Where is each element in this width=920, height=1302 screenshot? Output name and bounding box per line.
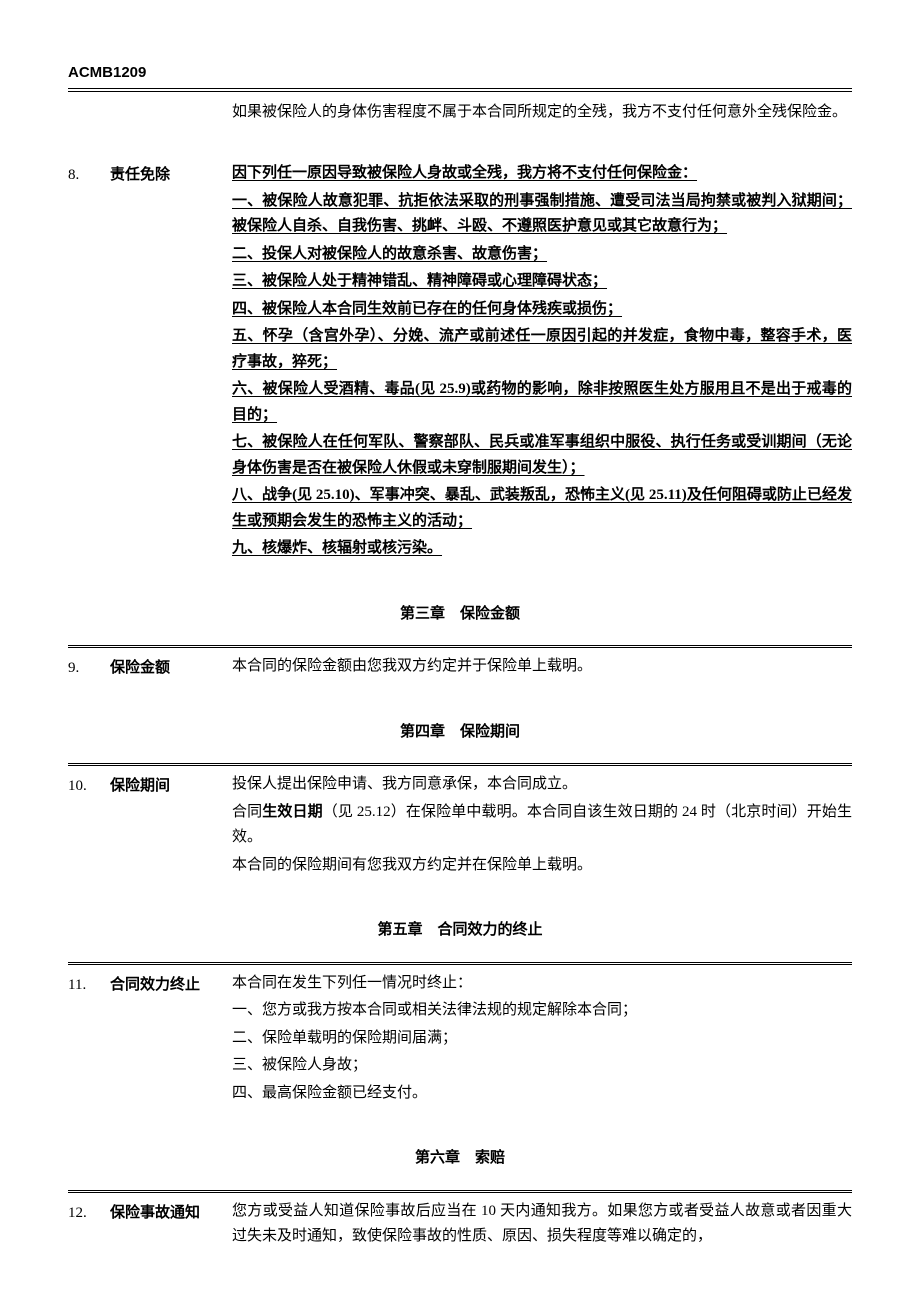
- clause-11-item-3: 三、被保险人身故；: [232, 1053, 852, 1079]
- clause-11: 11. 合同效力终止 本合同在发生下列任一情况时终止： 一、您方或我方按本合同或…: [68, 971, 852, 1109]
- clause-8-item-4: 四、被保险人本合同生效前已存在的任何身体残疾或损伤；: [232, 301, 622, 317]
- chapter-5-title: 第五章 合同效力的终止: [68, 918, 852, 944]
- clause-8-item-7: 七、被保险人在任何军队、警察部队、民兵或准军事组织中服役、执行任务或受训期间（无…: [232, 434, 852, 476]
- intro-continuation-row: 如果被保险人的身体伤害程度不属于本合同所规定的全残，我方不支付任何意外全残保险金…: [68, 100, 852, 126]
- doc-code-header: ACMB1209: [68, 60, 852, 89]
- clause-10-body: 投保人提出保险申请、我方同意承保，本合同成立。 合同生效日期（见 25.12）在…: [232, 772, 852, 880]
- chapter-4-rule: [68, 763, 852, 766]
- clause-12: 12. 保险事故通知 您方或受益人知道保险事故后应当在 10 天内通知我方。如果…: [68, 1199, 852, 1250]
- clause-8: 8. 责任免除 因下列任一原因导致被保险人身故或全残，我方将不支付任何保险金： …: [68, 161, 852, 564]
- clause-10-p3: 本合同的保险期间有您我双方约定并在保险单上载明。: [232, 853, 852, 879]
- clause-11-item-2: 二、保险单载明的保险期间届满；: [232, 1026, 852, 1052]
- intro-continuation-body: 如果被保险人的身体伤害程度不属于本合同所规定的全残，我方不支付任何意外全残保险金…: [232, 100, 852, 126]
- clause-9-body: 本合同的保险金额由您我双方约定并于保险单上载明。: [232, 654, 852, 680]
- clause-8-item-3: 三、被保险人处于精神错乱、精神障碍或心理障碍状态；: [232, 273, 607, 289]
- clause-8-num: 8.: [68, 161, 110, 189]
- clause-8-label: 责任免除: [110, 161, 232, 189]
- clause-12-body: 您方或受益人知道保险事故后应当在 10 天内通知我方。如果您方或者受益人故意或者…: [232, 1199, 852, 1250]
- clause-8-item-6: 六、被保险人受酒精、毒品(见 25.9)或药物的影响，除非按照医生处方服用且不是…: [232, 381, 852, 423]
- clause-10-p1: 投保人提出保险申请、我方同意承保，本合同成立。: [232, 772, 852, 798]
- clause-11-item-4: 四、最高保险金额已经支付。: [232, 1081, 852, 1107]
- clause-8-item-5: 五、怀孕（含宫外孕）、分娩、流产或前述任一原因引起的并发症，食物中毒，整容手术，…: [232, 328, 852, 370]
- clause-11-item-1: 一、您方或我方按本合同或相关法律法规的规定解除本合同；: [232, 998, 852, 1024]
- clause-11-num: 11.: [68, 971, 110, 999]
- clause-11-body: 本合同在发生下列任一情况时终止： 一、您方或我方按本合同或相关法律法规的规定解除…: [232, 971, 852, 1109]
- clause-8-lead: 因下列任一原因导致被保险人身故或全残，我方将不支付任何保险金：: [232, 165, 697, 181]
- chapter-3-rule: [68, 645, 852, 648]
- clause-8-item-8: 八、战争(见 25.10)、军事冲突、暴乱、武装叛乱，恐怖主义(见 25.11)…: [232, 487, 852, 529]
- clause-9: 9. 保险金额 本合同的保险金额由您我双方约定并于保险单上载明。: [68, 654, 852, 682]
- chapter-3-title: 第三章 保险金额: [68, 602, 852, 628]
- clause-11-lead: 本合同在发生下列任一情况时终止：: [232, 971, 852, 997]
- chapter-4-title: 第四章 保险期间: [68, 720, 852, 746]
- doc-code: ACMB1209: [68, 64, 146, 81]
- clause-8-item-1: 一、被保险人故意犯罪、抗拒依法采取的刑事强制措施、遭受司法当局拘禁或被判入狱期间…: [232, 193, 852, 235]
- clause-10-p2: 合同生效日期（见 25.12）在保险单中载明。本合同自该生效日期的 24 时（北…: [232, 800, 852, 851]
- clause-10-label: 保险期间: [110, 772, 232, 800]
- clause-12-num: 12.: [68, 1199, 110, 1227]
- clause-9-label: 保险金额: [110, 654, 232, 682]
- clause-8-item-2: 二、投保人对被保险人的故意杀害、故意伤害；: [232, 246, 547, 262]
- clause-8-body: 因下列任一原因导致被保险人身故或全残，我方将不支付任何保险金： 一、被保险人故意…: [232, 161, 852, 564]
- chapter-5-rule: [68, 962, 852, 965]
- clause-9-num: 9.: [68, 654, 110, 682]
- clause-11-label: 合同效力终止: [110, 971, 232, 999]
- chapter-6-rule: [68, 1190, 852, 1193]
- chapter-6-title: 第六章 索赔: [68, 1146, 852, 1172]
- clause-10: 10. 保险期间 投保人提出保险申请、我方同意承保，本合同成立。 合同生效日期（…: [68, 772, 852, 880]
- clause-12-label: 保险事故通知: [110, 1199, 232, 1227]
- clause-10-num: 10.: [68, 772, 110, 800]
- clause-8-item-9: 九、核爆炸、核辐射或核污染。: [232, 540, 442, 556]
